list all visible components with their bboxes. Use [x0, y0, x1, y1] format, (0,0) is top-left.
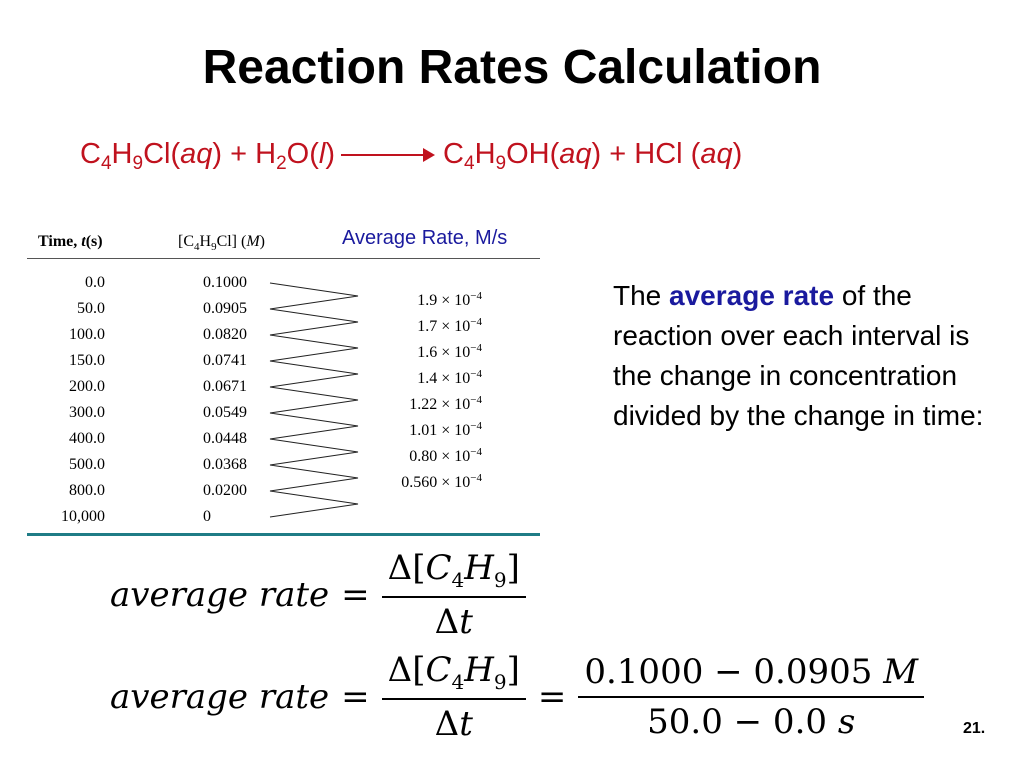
reaction-equation: C4H9Cl(aq) + H2O(l) C4H9OH(aq) + HCl (aq… [80, 138, 743, 174]
average-rate-cell: 1.7 × 10−4 [417, 316, 482, 335]
time-cell: 50.0 [77, 300, 105, 317]
time-cell: 300.0 [69, 404, 105, 421]
average-rate-cell: 0.80 × 10−4 [409, 446, 482, 465]
average-rate-cell: 1.01 × 10−4 [409, 420, 482, 439]
concentration-cell: 0.0820 [203, 326, 247, 343]
average-rate-cell: 1.6 × 10−4 [417, 342, 482, 361]
table-top-rule [27, 258, 540, 259]
concentration-cell: 0.0741 [203, 352, 247, 369]
time-cell: 10,000 [61, 508, 105, 525]
concentration-cell: 0.0549 [203, 404, 247, 421]
time-cell: 100.0 [69, 326, 105, 343]
column-header-concentration: [C4H9Cl] (M) [178, 233, 265, 254]
concentration-cell: 0.0368 [203, 456, 247, 473]
table-bottom-rule [27, 533, 540, 536]
average-rate-header: Average Rate, M/s [342, 227, 508, 249]
time-cell: 200.0 [69, 378, 105, 395]
slide-title: Reaction Rates Calculation [202, 41, 822, 94]
time-cell: 0.0 [85, 274, 105, 291]
highlight-average-rate: average rate [669, 280, 835, 311]
formula-average-rate: average rate = Δ[C4H9] Δt [110, 548, 526, 642]
concentration-cell: 0.0671 [203, 378, 247, 395]
concentration-cell: 0.0448 [203, 430, 247, 447]
time-cell: 800.0 [69, 482, 105, 499]
formula-average-rate-substituted: average rate = Δ[C4H9] Δt = 0.1000 − 0.0905 M… [110, 650, 925, 744]
concentration-cell: 0.0200 [203, 482, 247, 499]
average-rate-cell: 1.4 × 10−4 [417, 368, 482, 387]
time-cell: 150.0 [69, 352, 105, 369]
time-cell: 500.0 [69, 456, 105, 473]
page-number: 21. [963, 720, 986, 737]
average-rate-cell: 0.560 × 10−4 [401, 472, 482, 491]
concentration-cell: 0.1000 [203, 274, 247, 291]
description-text: The average rate of the reaction over ea… [613, 280, 984, 431]
column-header-time: Time, t(s) [38, 233, 103, 250]
concentration-cell: 0 [203, 508, 211, 525]
average-rate-cell: 1.9 × 10−4 [417, 290, 482, 309]
reaction-arrow-icon [335, 145, 435, 165]
time-cell: 400.0 [69, 430, 105, 447]
concentration-cell: 0.0905 [203, 300, 247, 317]
average-rate-cell: 1.22 × 10−4 [409, 394, 482, 413]
